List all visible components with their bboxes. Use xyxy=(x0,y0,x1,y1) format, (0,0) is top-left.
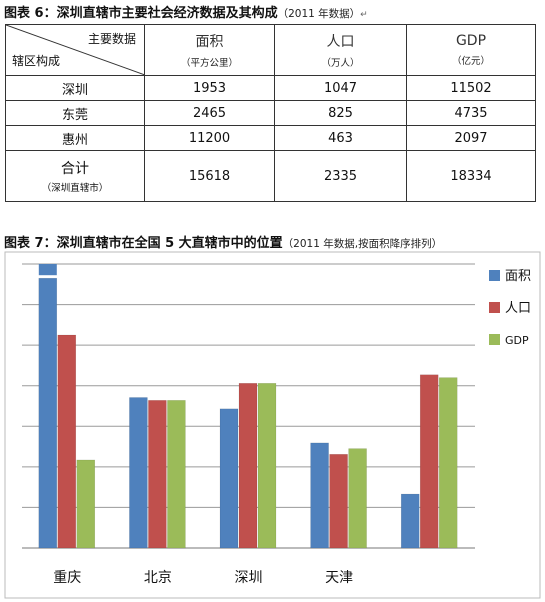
paragraph-mark-icon: ↵ xyxy=(360,10,368,20)
category-label: 北京 xyxy=(144,570,172,586)
chart-frame xyxy=(4,251,541,599)
column-header-area: 面积 （平方公里） xyxy=(144,24,275,76)
legend-swatch xyxy=(489,302,500,313)
table-cell: 825 xyxy=(274,100,407,126)
table-row: 东莞 2465 825 4735 xyxy=(5,100,536,126)
table-cell: 1047 xyxy=(274,75,407,101)
bar-面积-深圳 xyxy=(219,408,239,549)
legend-label: 面积 xyxy=(505,269,531,284)
bar-GDP-重庆 xyxy=(76,459,96,549)
diagonal-divider xyxy=(6,25,145,75)
category-label: 重庆 xyxy=(53,570,81,586)
table-cell: 4735 xyxy=(406,100,536,126)
table-cell: 463 xyxy=(274,125,407,151)
table-cell: 2465 xyxy=(144,100,275,126)
total-label-cell: 合计 （深圳直辖市） xyxy=(5,150,145,202)
column-header-gdp: GDP （亿元） xyxy=(406,24,536,76)
bar-人口-天津 xyxy=(329,454,348,549)
table-row: 惠州 11200 463 2097 xyxy=(5,125,536,151)
chart-caption-label: 图表 7：深圳直辖市在全国 5 大直辖市中的位置 xyxy=(4,236,283,251)
bar-GDP-unlabeled xyxy=(438,377,458,549)
column-header-name: 人口 xyxy=(326,34,355,50)
bar-面积-重庆 xyxy=(38,277,58,549)
table-caption-label: 图表 6：深圳直辖市主要社会经济数据及其构成 xyxy=(4,6,278,21)
column-header-name: 面积 xyxy=(195,34,224,50)
corner-label-bottom: 辖区构成 xyxy=(12,54,61,68)
data-table: 主要数据 辖区构成 面积 （平方公里） 人口 （万人） GDP （亿元） 深圳 … xyxy=(5,24,536,202)
table-row: 深圳 1953 1047 11502 xyxy=(5,75,536,101)
chart-caption: 图表 7：深圳直辖市在全国 5 大直辖市中的位置（2011 年数据,按面积降序排… xyxy=(4,232,442,251)
legend-swatch xyxy=(489,334,500,345)
table-cell: 18334 xyxy=(406,150,536,202)
column-header-population: 人口 （万人） xyxy=(274,24,407,76)
legend-swatch xyxy=(489,270,500,281)
table-cell: 2335 xyxy=(274,150,407,202)
bar-人口-深圳 xyxy=(238,383,258,549)
table-cell: 1953 xyxy=(144,75,275,101)
data-table-container: 主要数据 辖区构成 面积 （平方公里） 人口 （万人） GDP （亿元） 深圳 … xyxy=(5,24,536,206)
bar-人口-重庆 xyxy=(57,334,77,549)
row-label: 惠州 xyxy=(5,125,145,151)
row-label: 东莞 xyxy=(5,100,145,126)
bar-GDP-深圳 xyxy=(257,383,277,549)
bar-面积-北京 xyxy=(129,397,148,549)
bar-面积-unlabeled xyxy=(400,493,420,549)
category-label: 深圳 xyxy=(235,570,263,586)
bar-overflow-cap xyxy=(38,264,57,276)
bar-GDP-北京 xyxy=(167,400,186,549)
column-header-unit: （万人） xyxy=(321,58,360,69)
row-label: 深圳 xyxy=(5,75,145,101)
table-caption: 图表 6：深圳直辖市主要社会经济数据及其构成（2011 年数据）↵ xyxy=(4,2,368,21)
chart-caption-note: （2011 年数据,按面积降序排列） xyxy=(282,238,443,250)
total-label: 合计 xyxy=(61,161,89,177)
legend-label: 人口 xyxy=(505,301,531,316)
table-cell: 2097 xyxy=(406,125,536,151)
column-header-name: GDP xyxy=(455,33,487,49)
table-header-row: 主要数据 辖区构成 面积 （平方公里） 人口 （万人） GDP （亿元） xyxy=(5,24,536,76)
table-cell: 11200 xyxy=(144,125,275,151)
table-corner-cell: 主要数据 辖区构成 xyxy=(5,24,145,76)
legend-label: GDP xyxy=(505,334,529,347)
category-label: 天津 xyxy=(325,570,353,586)
table-cell: 15618 xyxy=(144,150,275,202)
column-header-unit: （平方公里） xyxy=(180,58,238,69)
bar-人口-unlabeled xyxy=(419,374,439,549)
column-header-unit: （亿元） xyxy=(451,56,490,67)
table-caption-note: （2011 年数据） xyxy=(277,8,361,20)
bar-GDP-天津 xyxy=(348,448,367,549)
bar-面积-天津 xyxy=(310,442,329,549)
bar-人口-北京 xyxy=(148,400,167,549)
table-cell: 11502 xyxy=(406,75,536,101)
table-total-row: 合计 （深圳直辖市） 15618 2335 18334 xyxy=(5,150,536,202)
total-note: （深圳直辖市） xyxy=(41,183,109,194)
corner-label-top: 主要数据 xyxy=(87,32,136,46)
